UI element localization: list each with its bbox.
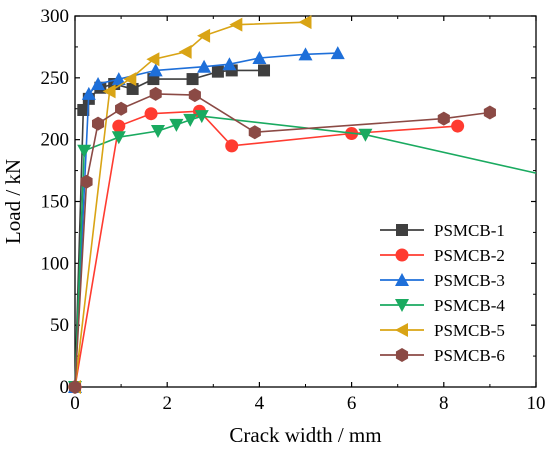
data-point	[123, 72, 137, 87]
legend-item: PSMCB-4	[380, 296, 505, 315]
data-point	[112, 119, 126, 133]
data-point	[169, 118, 184, 132]
data-point	[437, 111, 450, 126]
data-point	[186, 73, 199, 86]
x-tick-label: 8	[439, 393, 449, 414]
data-point	[451, 119, 465, 133]
series-layer	[68, 15, 537, 394]
y-tick-label: 0	[60, 377, 70, 398]
data-point	[80, 174, 93, 189]
data-point	[144, 107, 158, 121]
series-line	[74, 93, 491, 388]
data-point	[211, 65, 224, 78]
series-line	[74, 52, 338, 388]
legend-item: PSMCB-1	[380, 221, 505, 240]
data-point	[229, 17, 243, 32]
data-point	[358, 128, 373, 142]
data-point	[178, 44, 192, 59]
series-psmcb-6	[68, 86, 496, 394]
y-tick-label: 300	[41, 6, 70, 27]
y-tick-label: 150	[41, 192, 70, 213]
data-point	[330, 46, 345, 60]
x-tick-label: 0	[70, 393, 80, 414]
data-point	[149, 86, 162, 101]
legend-item: PSMCB-6	[380, 346, 505, 365]
data-point	[102, 84, 116, 99]
x-tick-label: 4	[255, 393, 265, 414]
data-point	[252, 51, 267, 65]
data-point	[77, 103, 90, 116]
data-point	[194, 110, 209, 124]
data-point	[68, 380, 82, 394]
y-tick-label: 50	[50, 315, 69, 336]
legend: PSMCB-1 PSMCB-2 PSMCB-3 PSMCB-4 PSMCB-5 PSMCB…	[380, 221, 505, 365]
legend-item: PSMCB-2	[380, 246, 505, 265]
legend-marker	[395, 248, 409, 262]
legend-item: PSMCB-5	[380, 321, 505, 340]
legend-label: PSMCB-4	[434, 296, 505, 315]
data-point	[150, 125, 165, 139]
data-point	[197, 28, 211, 43]
legend-marker	[395, 348, 409, 362]
data-point	[188, 88, 201, 103]
series-psmcb-5	[68, 15, 312, 394]
data-point	[81, 86, 96, 100]
data-point	[225, 139, 239, 153]
data-point	[111, 131, 126, 145]
y-tick-label: 100	[41, 253, 70, 274]
legend-marker	[395, 299, 409, 312]
series-line	[74, 69, 264, 388]
y-tick-label: 250	[41, 68, 70, 89]
data-point	[126, 82, 139, 95]
x-tick-label: 10	[527, 393, 546, 414]
data-point	[91, 116, 105, 131]
data-point	[111, 72, 126, 86]
legend-item: PSMCB-3	[380, 271, 505, 290]
legend-marker	[395, 323, 408, 337]
data-point	[298, 47, 313, 61]
y-axis-title: Load / kN	[1, 159, 25, 244]
data-point	[197, 59, 212, 73]
data-point	[483, 105, 496, 120]
legend-label: PSMCB-6	[434, 346, 505, 365]
legend-marker	[396, 224, 408, 236]
data-point	[222, 57, 237, 71]
x-tick-label: 2	[162, 393, 172, 414]
x-axis-title: Crack width / mm	[229, 423, 381, 447]
data-point	[148, 63, 163, 77]
data-point	[91, 77, 106, 91]
data-point	[298, 15, 312, 30]
legend-label: PSMCB-1	[434, 221, 505, 240]
series-psmcb-1	[69, 64, 271, 393]
data-point	[115, 101, 128, 116]
data-point	[248, 125, 261, 140]
legend-label: PSMCB-5	[434, 321, 505, 340]
data-point	[77, 144, 92, 158]
data-point	[146, 52, 160, 67]
legend-marker	[395, 273, 409, 286]
y-tick-label: 200	[41, 130, 70, 151]
data-point	[183, 113, 198, 127]
legend-label: PSMCB-2	[434, 246, 505, 265]
data-point	[258, 64, 271, 77]
x-tick-label: 6	[347, 393, 357, 414]
legend-label: PSMCB-3	[434, 271, 505, 290]
